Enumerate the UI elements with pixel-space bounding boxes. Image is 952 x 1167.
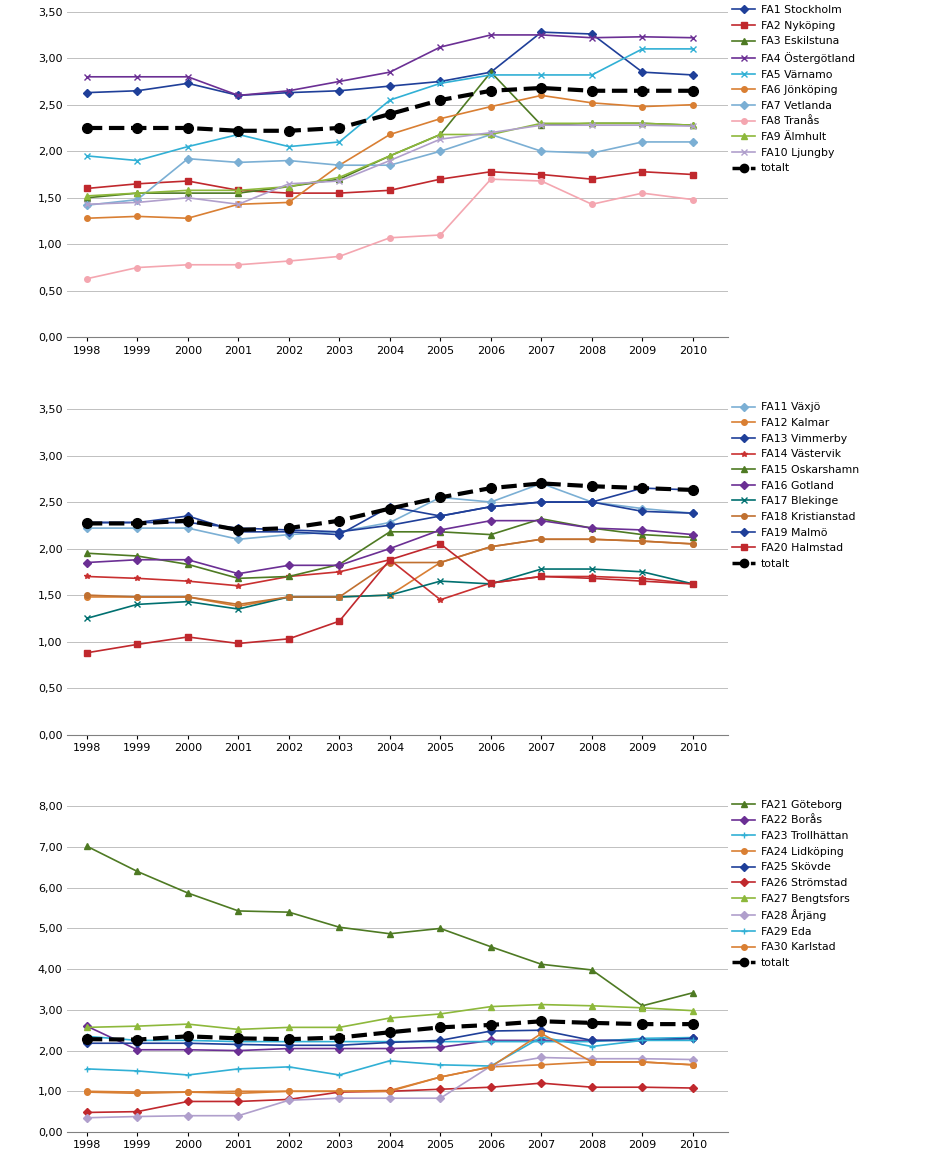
Legend: FA11 Växjö, FA12 Kalmar, FA13 Vimmerby, FA14 Västervik, FA15 Oskarshamn, FA16 Go: FA11 Växjö, FA12 Kalmar, FA13 Vimmerby, … xyxy=(731,403,859,568)
Legend: FA1 Stockholm, FA2 Nyköping, FA3 Eskilstuna, FA4 Östergötland, FA5 Värnamo, FA6 : FA1 Stockholm, FA2 Nyköping, FA3 Eskilst… xyxy=(731,5,855,174)
Legend: FA21 Göteborg, FA22 Borås, FA23 Trollhättan, FA24 Lidköping, FA25 Skövde, FA26 S: FA21 Göteborg, FA22 Borås, FA23 Trollhät… xyxy=(731,799,849,969)
